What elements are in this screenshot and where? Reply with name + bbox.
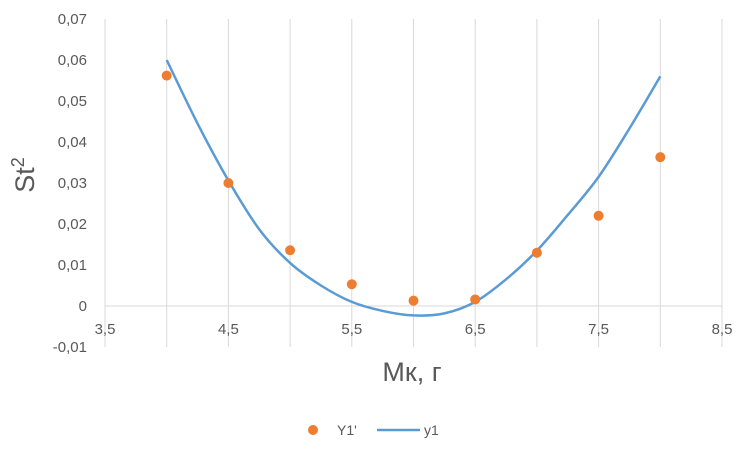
x-tick-label: 4,5 (218, 321, 239, 338)
y-axis-title-superscript: 2 (8, 157, 28, 167)
x-ticks: 3,5 4,5 5,5 6,5 7,5 8,5 (95, 321, 733, 338)
legend-marker-y1prime (308, 425, 318, 435)
y-tick-label: 0,05 (58, 93, 87, 110)
x-tick-label: 8,5 (712, 321, 733, 338)
series-line-y1 (165, 59, 662, 317)
legend-label-y1: y1 (424, 422, 439, 438)
data-point-y1prime (408, 295, 419, 306)
legend: Y1' y1 (308, 422, 439, 438)
x-tick-label: 6,5 (465, 321, 486, 338)
data-point-y1prime (531, 247, 542, 258)
data-point-y1prime (346, 279, 357, 290)
y-tick-label: 0,04 (58, 134, 87, 151)
data-point-y1prime (593, 210, 604, 221)
x-tick-label: 7,5 (588, 321, 609, 338)
y-axis-title-base: St (10, 167, 40, 193)
y-axis-title: St2 (8, 157, 40, 193)
data-point-y1prime (655, 152, 666, 163)
y-tick-label: 0 (79, 298, 87, 315)
y-tick-label: -0,01 (53, 339, 87, 356)
x-axis-title: Мк, г (382, 357, 441, 387)
x-tick-label: 3,5 (95, 321, 116, 338)
y-tick-label: 0,03 (58, 175, 87, 192)
x-tick-label: 5,5 (341, 321, 362, 338)
y-tick-label: 0,06 (58, 52, 87, 69)
data-point-y1prime (285, 245, 296, 256)
data-point-y1prime (161, 70, 172, 81)
legend-label-y1prime: Y1' (337, 422, 357, 438)
series-layer (161, 59, 666, 317)
y-tick-label: 0,02 (58, 216, 87, 233)
y-tick-label: 0,07 (58, 11, 87, 28)
data-point-y1prime (470, 294, 481, 305)
data-point-y1prime (223, 178, 234, 188)
y-ticks: -0,01 0 0,01 0,02 0,03 0,04 0,05 0,06 0,07 (53, 11, 87, 356)
y-tick-label: 0,01 (58, 257, 87, 274)
